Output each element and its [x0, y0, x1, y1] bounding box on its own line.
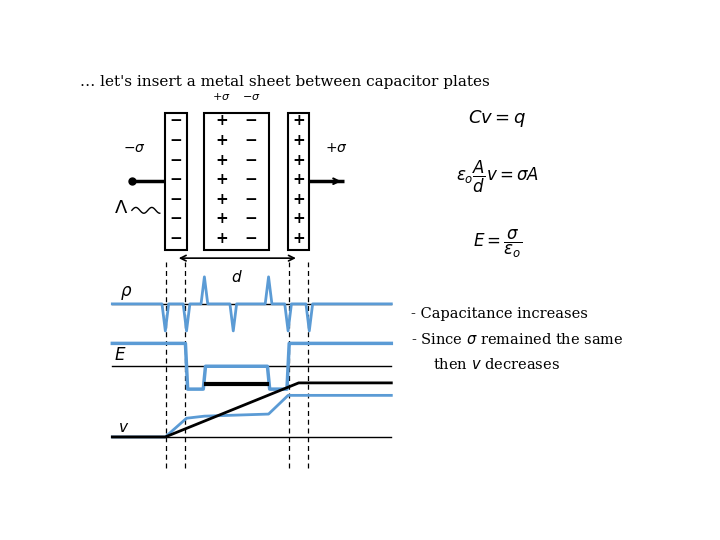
Text: −: − [245, 152, 258, 167]
Text: +: + [292, 133, 305, 148]
Text: −: − [169, 152, 182, 167]
Text: $\epsilon_o \dfrac{A}{d} v = \sigma A$: $\epsilon_o \dfrac{A}{d} v = \sigma A$ [456, 159, 539, 195]
Text: $-\sigma$: $-\sigma$ [123, 141, 146, 155]
Text: +: + [215, 113, 228, 129]
Text: +: + [215, 133, 228, 148]
Text: $+\sigma$: $+\sigma$ [325, 141, 348, 155]
Text: −: − [169, 192, 182, 207]
Text: +: + [215, 231, 228, 246]
Text: +: + [215, 211, 228, 226]
Text: then $v$ decreases: then $v$ decreases [433, 357, 560, 372]
Text: −: − [169, 113, 182, 129]
Text: - Capacitance increases: - Capacitance increases [411, 307, 588, 321]
Text: −: − [169, 133, 182, 148]
Text: +: + [215, 192, 228, 207]
Text: $+\sigma$: $+\sigma$ [212, 91, 231, 102]
Text: +: + [292, 231, 305, 246]
Text: −: − [245, 211, 258, 226]
Text: +: + [215, 172, 228, 187]
Text: −: − [245, 113, 258, 129]
Bar [166, 113, 186, 250]
Text: −: − [169, 211, 182, 226]
Text: −: − [169, 231, 182, 246]
Text: +: + [292, 211, 305, 226]
Text: $E$: $E$ [114, 347, 127, 364]
Bar [288, 113, 310, 250]
Text: $-\sigma$: $-\sigma$ [242, 92, 261, 102]
Text: −: − [245, 172, 258, 187]
Text: +: + [292, 192, 305, 207]
Text: $\Lambda$: $\Lambda$ [114, 199, 127, 217]
Text: −: − [245, 133, 258, 148]
Text: +: + [292, 113, 305, 129]
Text: $\rho$: $\rho$ [120, 284, 132, 302]
Text: - Since $\sigma$ remained the same: - Since $\sigma$ remained the same [411, 332, 624, 347]
Text: $Cv = q$: $Cv = q$ [468, 109, 526, 130]
Text: … let's insert a metal sheet between capacitor plates: … let's insert a metal sheet between cap… [81, 75, 490, 89]
Text: +: + [215, 152, 228, 167]
Text: −: − [169, 172, 182, 187]
Text: $v$: $v$ [118, 421, 129, 435]
Text: −: − [245, 192, 258, 207]
Bar [204, 113, 269, 250]
Text: $d$: $d$ [231, 268, 243, 285]
Text: +: + [292, 152, 305, 167]
Text: $E = \dfrac{\sigma}{\epsilon_o}$: $E = \dfrac{\sigma}{\epsilon_o}$ [472, 227, 522, 260]
Text: +: + [292, 172, 305, 187]
Text: −: − [245, 231, 258, 246]
